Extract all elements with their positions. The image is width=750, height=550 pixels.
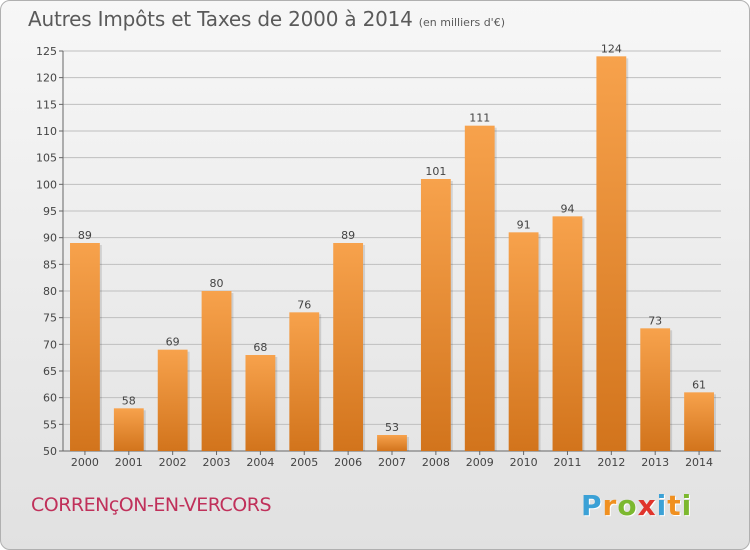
y-tick-label: 80 [43, 285, 57, 298]
data-label: 101 [425, 165, 446, 178]
y-tick-label: 115 [36, 98, 57, 111]
chart-title: Autres Impôts et Taxes de 2000 à 2014 [28, 7, 413, 31]
data-label: 124 [601, 42, 622, 55]
y-tick-label: 50 [43, 445, 57, 458]
bar [157, 349, 188, 451]
x-tick-label: 2008 [422, 456, 450, 469]
bar [377, 435, 407, 451]
commune-name: CORRENçON-EN-VERCORS [31, 494, 272, 516]
y-tick-label: 90 [43, 232, 57, 245]
bar [70, 243, 100, 451]
data-label: 76 [297, 298, 311, 311]
x-tick-label: 2002 [159, 456, 187, 469]
logo-letter: x [637, 489, 657, 522]
data-label: 80 [210, 277, 224, 290]
x-tick-label: 2014 [685, 456, 713, 469]
bar [552, 216, 583, 451]
chart-title-block: Autres Impôts et Taxes de 2000 à 2014 (en… [28, 7, 505, 31]
bar [684, 392, 714, 451]
bar [201, 291, 232, 451]
y-tick-label: 85 [43, 258, 57, 271]
proxiti-logo[interactable]: Proxiti [581, 489, 692, 522]
y-tick-label: 105 [36, 152, 57, 165]
data-label: 111 [469, 112, 490, 125]
x-tick-label: 2000 [71, 456, 99, 469]
data-label: 89 [78, 229, 92, 242]
x-tick-label: 2004 [246, 456, 274, 469]
bar [640, 328, 671, 451]
chart-unit: (en milliers d'€) [418, 16, 505, 29]
data-label: 58 [122, 394, 136, 407]
x-tick-label: 2007 [378, 456, 406, 469]
x-tick-label: 2010 [510, 456, 538, 469]
data-label: 94 [560, 202, 574, 215]
data-label: 89 [341, 229, 355, 242]
x-tick-label: 2006 [334, 456, 362, 469]
data-label: 61 [692, 378, 706, 391]
logo-letter: t [667, 489, 682, 522]
data-label: 53 [385, 421, 399, 434]
x-tick-label: 2013 [641, 456, 669, 469]
bar [113, 408, 144, 451]
x-tick-label: 2011 [553, 456, 581, 469]
x-tick-label: 2012 [597, 456, 625, 469]
x-tick-label: 2003 [203, 456, 231, 469]
y-tick-label: 75 [43, 312, 57, 325]
bar [245, 355, 276, 451]
y-tick-label: 100 [36, 178, 57, 191]
bar [508, 232, 539, 451]
y-tick-label: 120 [36, 72, 57, 85]
y-tick-label: 55 [43, 418, 57, 431]
x-tick-label: 2001 [115, 456, 143, 469]
bar [289, 312, 320, 451]
y-tick-label: 125 [36, 45, 57, 58]
y-tick-label: 70 [43, 338, 57, 351]
logo-letter: r [602, 489, 618, 522]
bar [596, 56, 627, 451]
logo-letter: o [617, 489, 638, 522]
logo-letter: P [581, 489, 603, 522]
bar [420, 179, 451, 451]
x-tick-label: 2009 [466, 456, 494, 469]
data-label: 91 [517, 218, 531, 231]
x-tick-label: 2005 [290, 456, 318, 469]
logo-letter: i [681, 489, 693, 522]
logo-letter: i [656, 489, 668, 522]
bar [464, 125, 495, 452]
bars [70, 56, 716, 452]
labels: 89 58 69 80 68 76 89 53 101 111 91 94 124 73 61 [78, 42, 706, 434]
data-label: 69 [166, 336, 180, 349]
data-label: 68 [253, 341, 267, 354]
y-tick-label: 65 [43, 365, 57, 378]
y-tick-label: 110 [36, 125, 57, 138]
data-label: 73 [648, 314, 662, 327]
y-tick-label: 60 [43, 392, 57, 405]
bar [333, 243, 364, 451]
y-tick-label: 95 [43, 205, 57, 218]
